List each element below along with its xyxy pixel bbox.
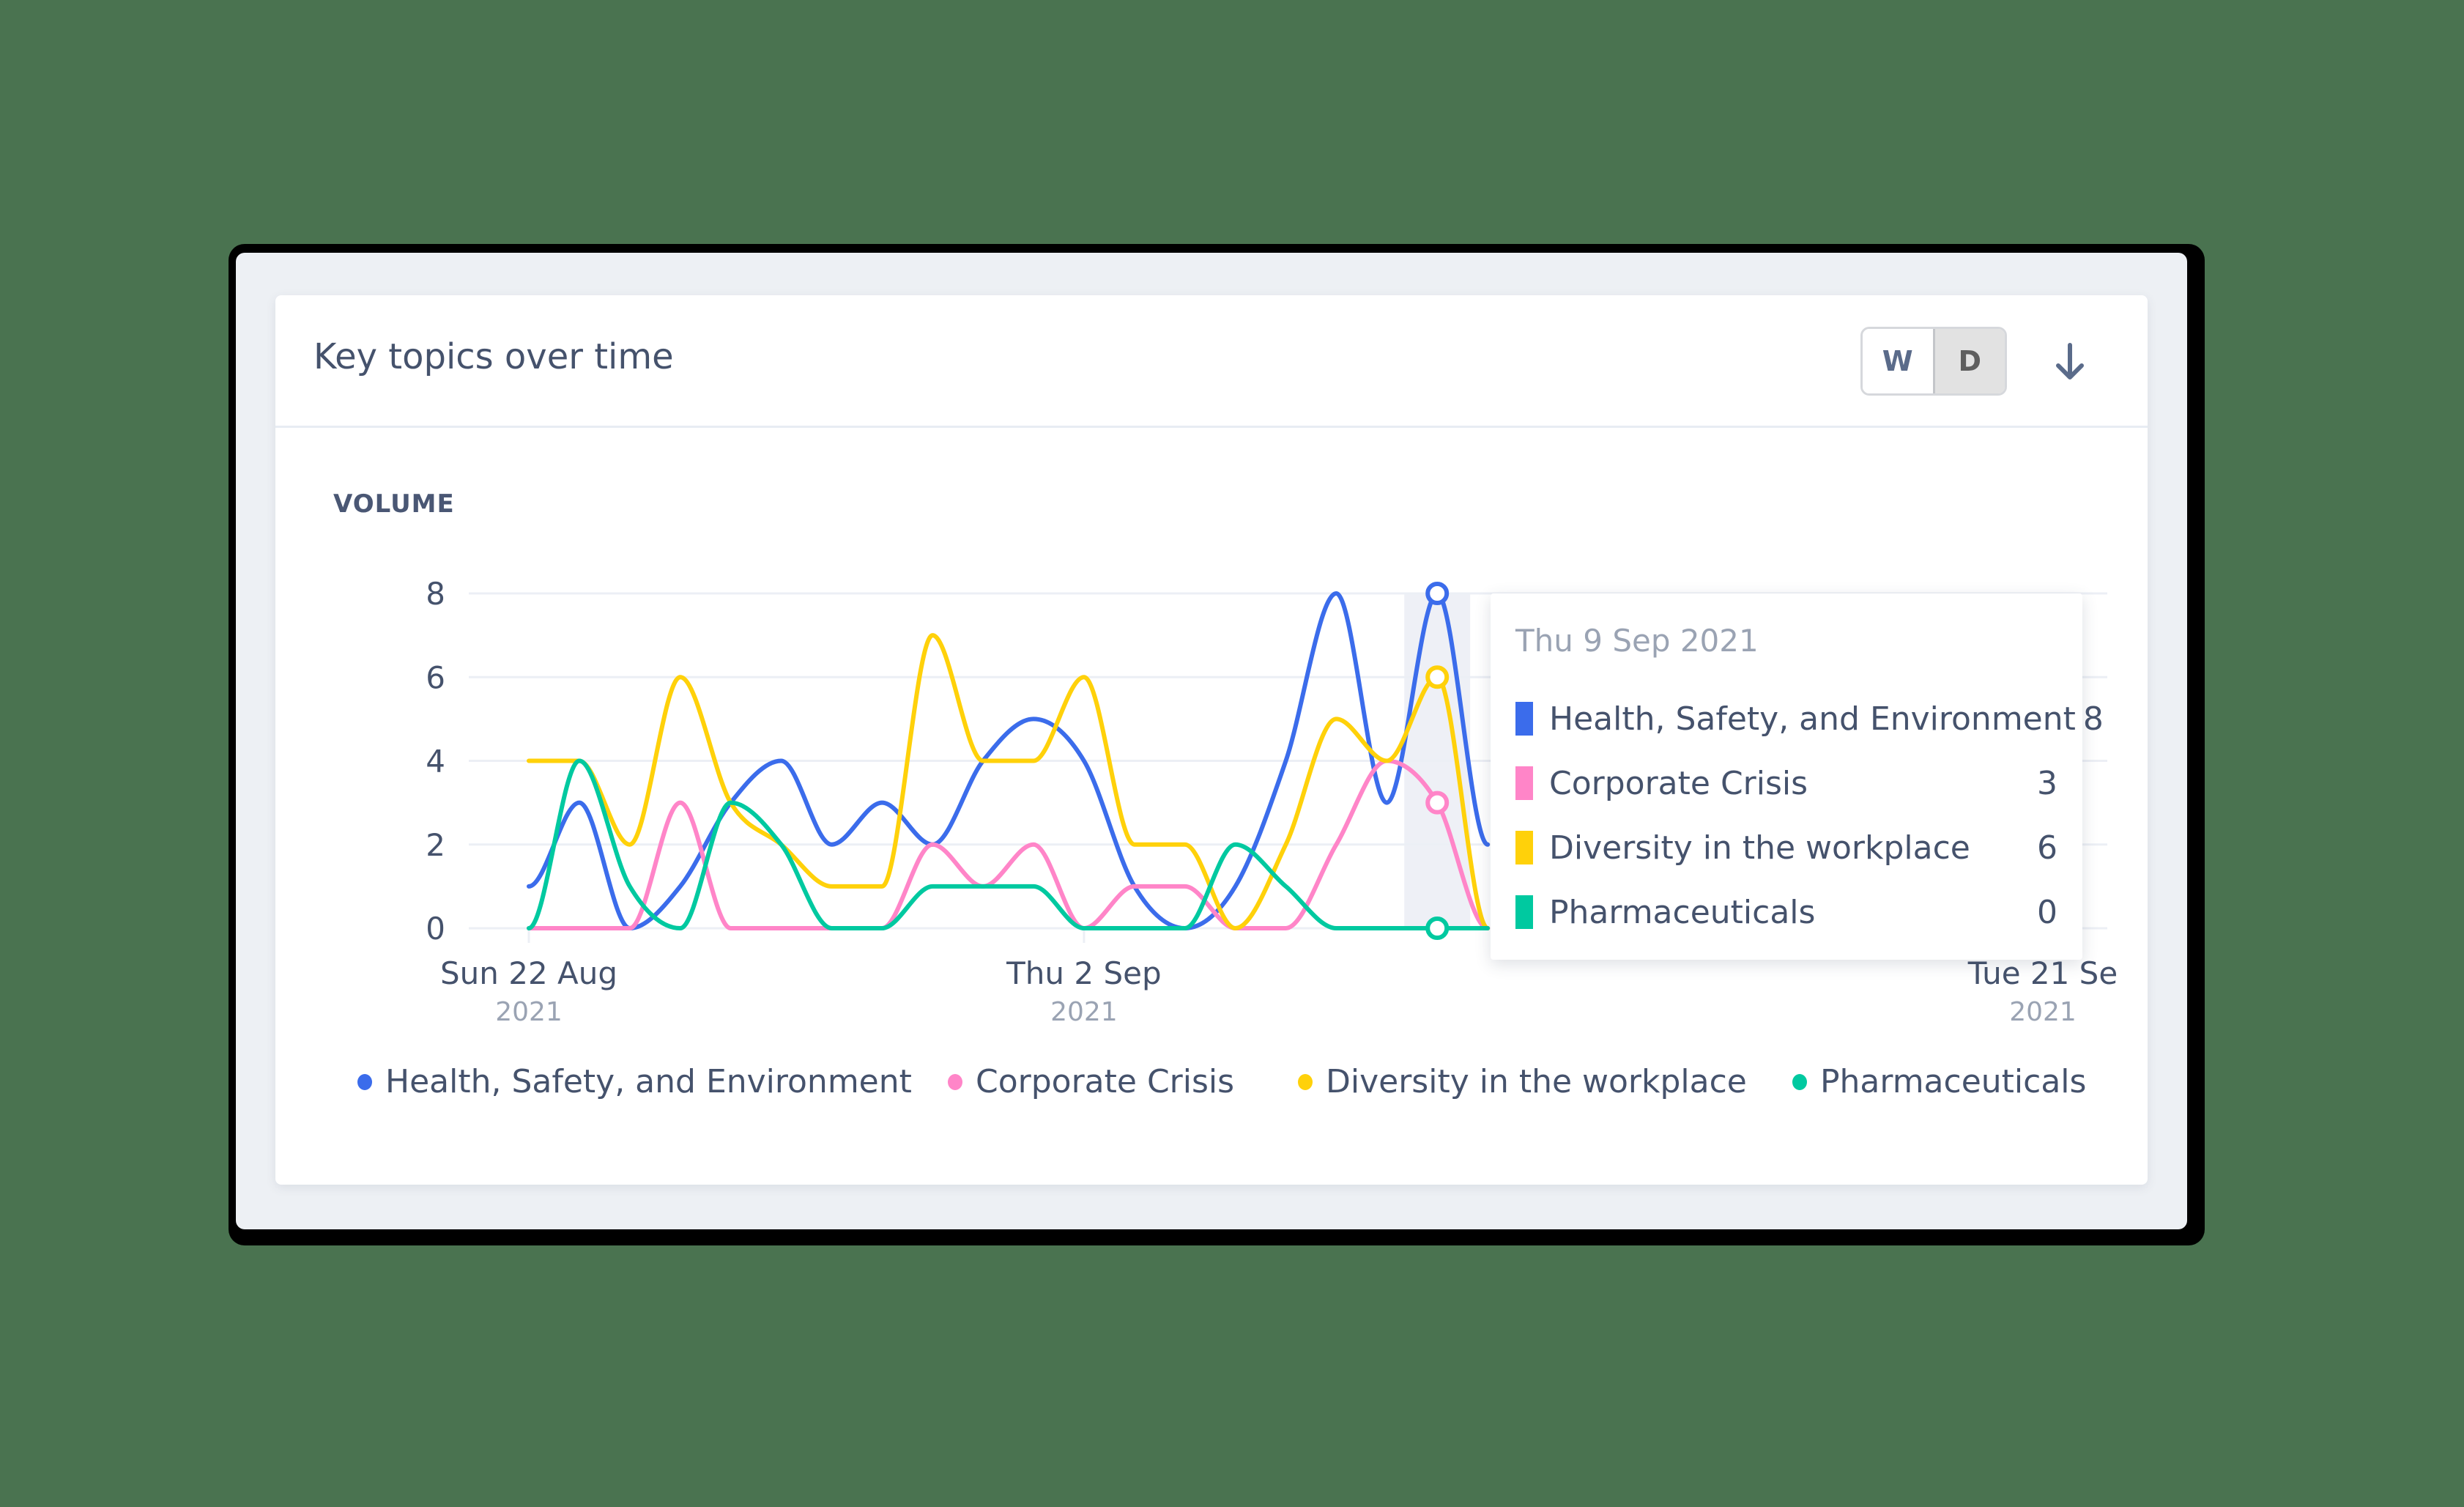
legend-label: Health, Safety, and Environment (385, 1063, 912, 1100)
legend-item-pharmaceuticals[interactable]: Pharmaceuticals (1792, 1063, 2086, 1100)
x-tick-year: 2021 (495, 997, 563, 1027)
legend-item-health-safety[interactable]: Health, Safety, and Environment (357, 1063, 912, 1100)
tooltip-row-value: 3 (2037, 764, 2057, 802)
tooltip-row: Pharmaceuticals 0 (1515, 880, 2057, 944)
tooltip-row-label: Pharmaceuticals (1549, 893, 1816, 931)
tooltip-row-value: 0 (2037, 893, 2057, 931)
line-chart[interactable]: 0 2 4 6 8 Sun 22 Aug 2021 Thu 2 Sep 2021 Tue 21 S… (275, 295, 2148, 1185)
y-tick-label: 0 (426, 911, 445, 947)
legend-dot-icon (1298, 1073, 1313, 1090)
card-header: Key topics over time W D (275, 295, 2148, 428)
y-tick-label: 8 (426, 576, 445, 612)
tooltip-row-label: Diversity in the workplace (1549, 829, 1970, 867)
card-title: Key topics over time (313, 336, 674, 377)
x-tick-label: Tue 21 Se (1967, 955, 2118, 991)
series-line (527, 591, 1491, 930)
legend-dot-icon (357, 1073, 372, 1090)
highlight-point (1425, 917, 1450, 940)
week-toggle-button[interactable]: W (1863, 329, 1935, 393)
series-line (527, 758, 1491, 930)
series-swatch-icon (1515, 831, 1533, 864)
legend-dot-icon (1792, 1073, 1807, 1090)
chart-tooltip: Thu 9 Sep 2021 Health, Safety, and Envir… (1491, 593, 2104, 960)
x-tick-label: Sun 22 Aug (440, 955, 617, 991)
y-axis-title: VOLUME (333, 489, 455, 519)
tooltip-row-label: Corporate Crisis (1549, 764, 1808, 802)
legend-label: Diversity in the workplace (1326, 1063, 1747, 1100)
chart-legend: Health, Safety, and Environment Corporat… (275, 1063, 2148, 1107)
series-line (527, 633, 1491, 930)
y-tick-label: 2 (426, 827, 445, 863)
x-tick-year: 2021 (2009, 997, 2077, 1027)
tooltip-row-value: 8 (2082, 700, 2104, 738)
x-tick-year: 2021 (1050, 997, 1118, 1027)
tooltip-date: Thu 9 Sep 2021 (1515, 623, 1759, 659)
legend-item-corporate-crisis[interactable]: Corporate Crisis (948, 1063, 1234, 1100)
legend-item-diversity[interactable]: Diversity in the workplace (1298, 1063, 1747, 1100)
x-tick-label: Thu 2 Sep (1006, 955, 1161, 991)
highlight-point (1425, 582, 1450, 605)
tooltip-row-value: 6 (2037, 829, 2057, 867)
series-swatch-icon (1515, 702, 1533, 736)
legend-dot-icon (948, 1073, 962, 1090)
y-tick-label: 4 (426, 744, 445, 780)
tooltip-row: Corporate Crisis 3 (1515, 751, 2057, 815)
download-button[interactable] (2048, 338, 2092, 385)
tooltip-row-label: Health, Safety, and Environment (1549, 700, 2076, 738)
series-swatch-icon (1515, 766, 1533, 800)
y-tick-label: 6 (426, 659, 445, 695)
tooltip-row: Health, Safety, and Environment 8 (1515, 686, 2104, 751)
highlight-point (1425, 665, 1450, 689)
key-topics-card: Key topics over time W D VOLUME 0 2 4 6 8 Sun… (275, 295, 2148, 1185)
series-swatch-icon (1515, 895, 1533, 929)
series-line (527, 758, 1491, 930)
arrow-down-icon (2056, 343, 2084, 379)
day-toggle-button[interactable]: D (1934, 329, 2005, 393)
highlight-point (1425, 790, 1450, 815)
tooltip-row: Diversity in the workplace 6 (1515, 815, 2057, 880)
legend-label: Corporate Crisis (976, 1063, 1235, 1100)
interval-toggle: W D (1860, 327, 2007, 396)
legend-label: Pharmaceuticals (1820, 1063, 2087, 1100)
